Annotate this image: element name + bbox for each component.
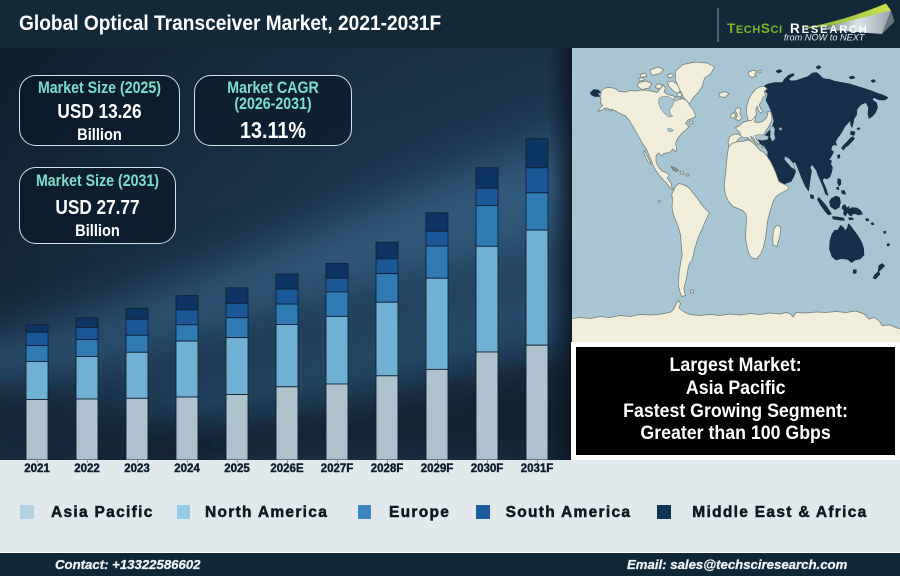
svg-text:from NOW to NEXT: from NOW to NEXT xyxy=(784,33,866,43)
svg-text:TECHSCI: TECHSCI xyxy=(727,21,783,36)
svg-text:RESEARCH: RESEARCH xyxy=(790,21,869,36)
